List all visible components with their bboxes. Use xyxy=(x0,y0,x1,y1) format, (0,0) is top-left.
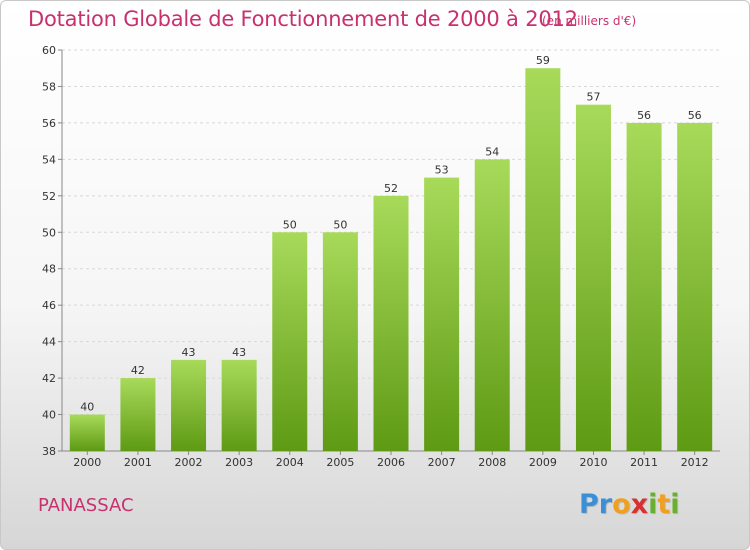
x-tick-label: 2011 xyxy=(630,456,658,469)
y-tick-label: 42 xyxy=(42,372,56,385)
bar-2005 xyxy=(322,232,358,451)
data-label: 43 xyxy=(182,346,196,359)
x-tick-label: 2007 xyxy=(428,456,456,469)
logo-letter: t xyxy=(657,489,671,520)
x-tick-label: 2002 xyxy=(175,456,203,469)
bar-2000 xyxy=(69,414,105,451)
bar-2003 xyxy=(221,359,257,451)
data-label: 50 xyxy=(283,218,297,231)
data-label: 56 xyxy=(688,109,702,122)
data-label: 50 xyxy=(333,218,347,231)
y-tick-label: 54 xyxy=(42,153,56,166)
y-tick-label: 60 xyxy=(42,44,56,57)
data-label: 40 xyxy=(80,401,94,414)
x-tick-label: 2000 xyxy=(73,456,101,469)
y-tick-label: 46 xyxy=(42,299,56,312)
bar-2010 xyxy=(575,104,611,451)
x-tick-label: 2008 xyxy=(478,456,506,469)
y-tick-label: 44 xyxy=(42,336,56,349)
labels: 40 42 43 43 50 50 52 53 54 59 57 56 56 xyxy=(80,54,701,413)
logo-letter: r xyxy=(598,489,613,520)
data-label: 59 xyxy=(536,54,550,67)
bar-2007 xyxy=(424,177,460,451)
x-tick-label: 2003 xyxy=(225,456,253,469)
data-label: 57 xyxy=(586,91,600,104)
logo-letter: i xyxy=(670,489,680,520)
chart-title: Dotation Globale de Fonctionnement de 20… xyxy=(28,7,578,31)
data-label: 42 xyxy=(131,364,145,377)
logo-letter: o xyxy=(612,489,631,520)
bar-2012 xyxy=(677,122,713,451)
commune-name: PANASSAC xyxy=(38,495,134,516)
chart-subtitle: (en milliers d'€) xyxy=(542,14,637,28)
bar-2004 xyxy=(272,232,308,451)
x-tick-label: 2001 xyxy=(124,456,152,469)
logo-letter: i xyxy=(648,489,658,520)
logo-letter: P xyxy=(579,489,599,520)
proxiti-logo: Proxiti xyxy=(579,489,680,520)
bar-2009 xyxy=(525,68,561,452)
y-tick-label: 48 xyxy=(42,263,56,276)
data-label: 56 xyxy=(637,109,651,122)
y-tick-label: 52 xyxy=(42,190,56,203)
data-label: 54 xyxy=(485,145,499,158)
data-label: 52 xyxy=(384,182,398,195)
y-tick-label: 38 xyxy=(42,445,56,458)
x-tick-label: 2012 xyxy=(681,456,709,469)
bars xyxy=(69,68,713,452)
logo-letter: x xyxy=(630,489,649,520)
bar-2001 xyxy=(120,378,156,451)
x-tick-label: 2006 xyxy=(377,456,405,469)
y-tick-label: 58 xyxy=(42,80,56,93)
y-tick-label: 40 xyxy=(42,409,56,422)
data-label: 53 xyxy=(435,164,449,177)
bar-2006 xyxy=(373,195,409,451)
bar-2002 xyxy=(171,359,207,451)
x-tick-label: 2010 xyxy=(579,456,607,469)
y-tick-label: 50 xyxy=(42,226,56,239)
data-label: 43 xyxy=(232,346,246,359)
x-tick-label: 2009 xyxy=(529,456,557,469)
bar-2008 xyxy=(474,159,510,451)
bar-2011 xyxy=(626,122,662,451)
y-tick-label: 56 xyxy=(42,117,56,130)
x-tick-label: 2004 xyxy=(276,456,304,469)
x-tick-label: 2005 xyxy=(326,456,354,469)
